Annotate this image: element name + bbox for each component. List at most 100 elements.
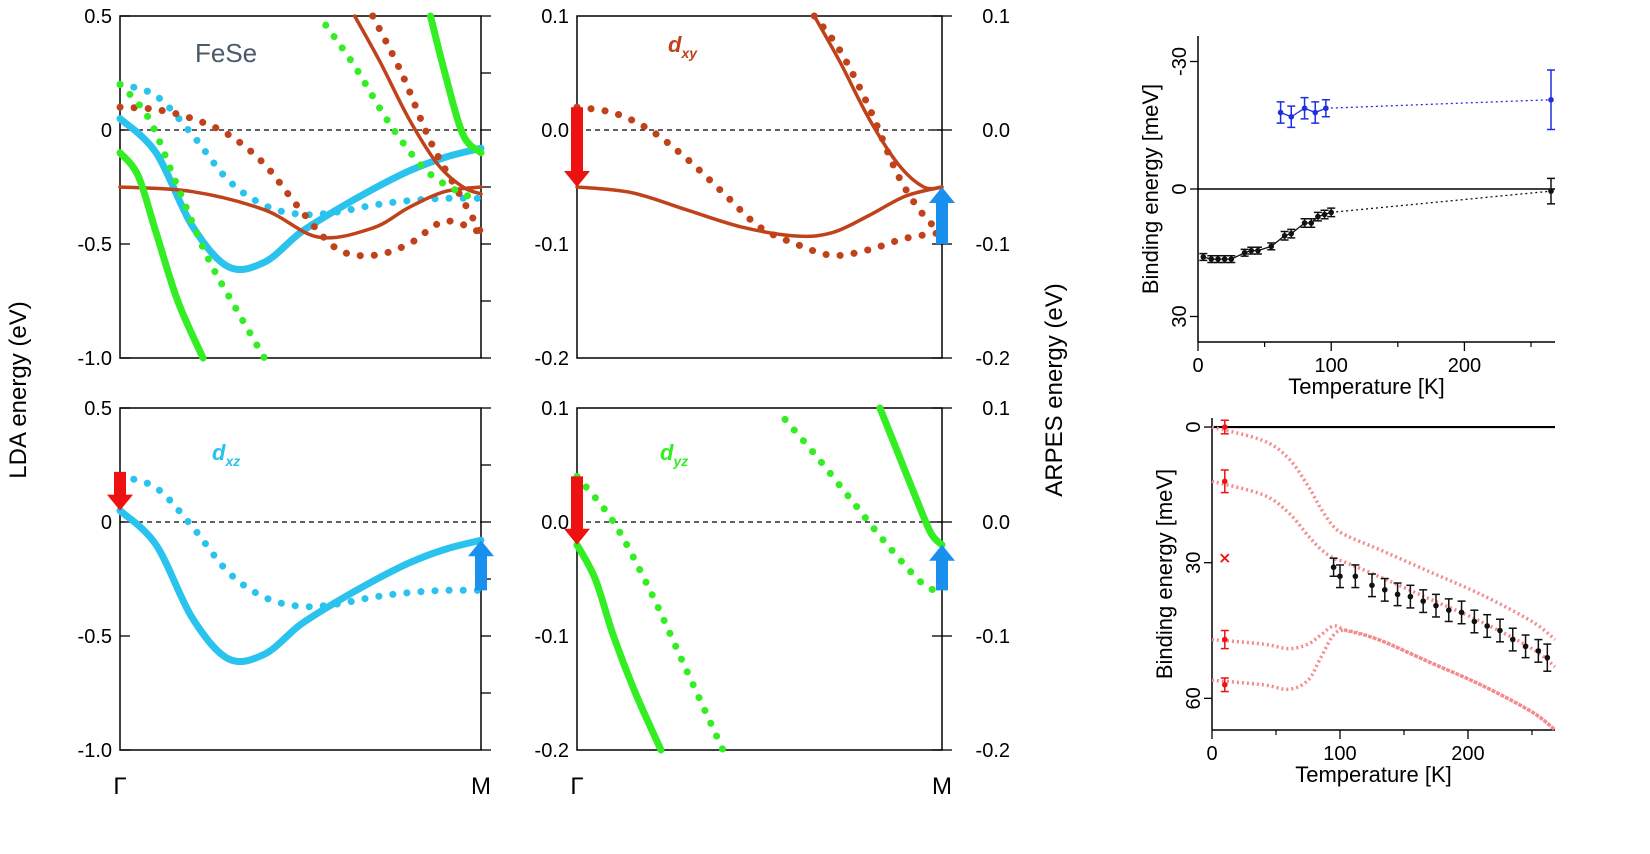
y-tick-label: 60	[1183, 687, 1205, 709]
y-tick-label: 0.5	[84, 398, 112, 420]
band-dyz-solid	[876, 404, 946, 549]
black-point	[1200, 254, 1207, 260]
black-point	[1337, 573, 1343, 580]
black-point	[1497, 627, 1503, 634]
panel-title: dxy	[668, 32, 698, 61]
red-point	[1221, 478, 1228, 485]
blue-point	[1312, 109, 1319, 116]
black-point	[1445, 607, 1452, 613]
band-dxz-solid	[116, 507, 485, 666]
plot-frame	[576, 15, 943, 359]
blue-point	[1277, 109, 1284, 116]
x-label-m: M	[932, 773, 952, 800]
y-tick-label: 0	[101, 512, 112, 534]
y-tick-label-right: -0.1	[976, 626, 1010, 648]
black-point	[1381, 587, 1388, 593]
panel-title: dyz	[660, 440, 688, 469]
band-dxz-solid	[116, 115, 485, 274]
x-tick-label: 100	[1315, 355, 1348, 377]
panel-temp_top: 0 100 200 -30 0 30 Temperature [K] Binding ener…	[1138, 36, 1556, 399]
band-dxy-solid	[118, 185, 483, 240]
black-point	[1484, 623, 1490, 629]
blue-dotted-trend	[1325, 99, 1552, 109]
black-point	[1241, 249, 1248, 256]
x-tick-label: 0	[1192, 355, 1203, 377]
black-point	[1321, 211, 1328, 218]
y-tick-label: 0.0	[541, 512, 569, 534]
black-point	[1330, 564, 1337, 571]
band-dyz-solid	[573, 541, 665, 754]
y-axis-label: Binding energy [meV]	[1152, 469, 1177, 679]
band-dxy-solid	[352, 14, 483, 196]
x-label-gamma: Γ	[570, 773, 583, 800]
red-down-arrow	[564, 476, 590, 545]
panel-title-subscript: xy	[680, 45, 698, 61]
black-point	[1509, 636, 1516, 643]
y-tick-label: -0.1	[535, 234, 569, 256]
panel-lda_fese: 0.5 0 -0.5 -1.0 FeSe	[78, 6, 491, 370]
x-axis-label: Temperature [K]	[1288, 374, 1445, 399]
black-point	[1394, 591, 1401, 598]
blue-point	[1323, 105, 1329, 112]
blue-up-arrow	[929, 544, 955, 591]
y-tick-label-right: 0.1	[982, 6, 1010, 28]
y-tick-label: 0.5	[84, 6, 112, 28]
y-tick-label: 0.0	[541, 120, 569, 142]
black-point	[1208, 256, 1215, 262]
y-tick-label-right: -0.2	[976, 348, 1010, 370]
band-dxz-dotted	[116, 80, 485, 219]
band-dxy-solid	[575, 185, 944, 239]
band-dyz-dotted	[322, 21, 485, 202]
black-line	[1203, 211, 1332, 260]
black-point	[1548, 188, 1554, 194]
black-point	[1215, 256, 1221, 262]
pink-dotted-curve	[1211, 425, 1557, 641]
black-point	[1301, 220, 1308, 226]
band-dxz-dotted	[116, 472, 485, 611]
plot-frame	[576, 407, 943, 751]
y-tick-label: -0.2	[535, 740, 569, 762]
y-tick-label: -1.0	[78, 740, 112, 762]
panel-title: dxz	[212, 440, 240, 469]
y-tick-label: -0.5	[78, 234, 112, 256]
black-point	[1407, 593, 1414, 600]
black-dotted-trend	[1331, 190, 1552, 214]
x-label-m: M	[471, 773, 491, 800]
pink-dotted-curve	[1211, 479, 1557, 669]
panel-dyz: 0.1 0.0 -0.1 -0.2 0.1 0.0 -0.1 -0.2 dyz Γ M	[535, 398, 1010, 800]
panel-title: FeSe	[195, 38, 257, 68]
black-point	[1308, 220, 1315, 226]
x-axis-label: Temperature [K]	[1295, 762, 1452, 787]
y-axis-label: Binding energy [meV]	[1138, 84, 1163, 294]
red-cross-marker	[1220, 553, 1230, 563]
y-tick-label: 0	[101, 120, 112, 142]
x-label-gamma: Γ	[113, 773, 126, 800]
panel-dxz: 0.5 0 -0.5 -1.0 dxz Γ M	[78, 398, 494, 800]
y-tick-label-right: -0.2	[976, 740, 1010, 762]
black-point	[1458, 609, 1465, 616]
arpes-energy-ylabel: ARPES energy (eV)	[1041, 283, 1068, 496]
panel-title-subscript: xz	[224, 453, 240, 469]
band-dxy-dotted	[369, 12, 485, 237]
black-point	[1248, 247, 1255, 254]
panel-temp_bottom: 0 100 200 0 30 60 Temperature [K] Binding energ…	[1152, 418, 1557, 787]
y-tick-label: -0.5	[78, 626, 112, 648]
black-point	[1255, 247, 1261, 254]
y-tick-label: 30	[1169, 305, 1191, 327]
y-tick-label: -1.0	[78, 348, 112, 370]
band-dyz-dotted	[116, 80, 268, 362]
band-dyz-dotted	[573, 472, 727, 754]
pink-dotted-curve	[1211, 624, 1557, 732]
red-point	[1221, 681, 1228, 688]
band-dxy-dotted	[573, 103, 946, 260]
band-dyz-solid	[116, 149, 207, 362]
red-point	[1221, 424, 1228, 430]
y-tick-label-right: 0.0	[982, 512, 1010, 534]
black-point	[1281, 232, 1288, 239]
black-point	[1328, 209, 1335, 216]
y-tick-label: 0	[1183, 421, 1205, 432]
pink-dotted-curve	[1211, 628, 1557, 732]
band-dxy-solid	[812, 14, 944, 191]
red-down-arrow	[107, 471, 133, 511]
